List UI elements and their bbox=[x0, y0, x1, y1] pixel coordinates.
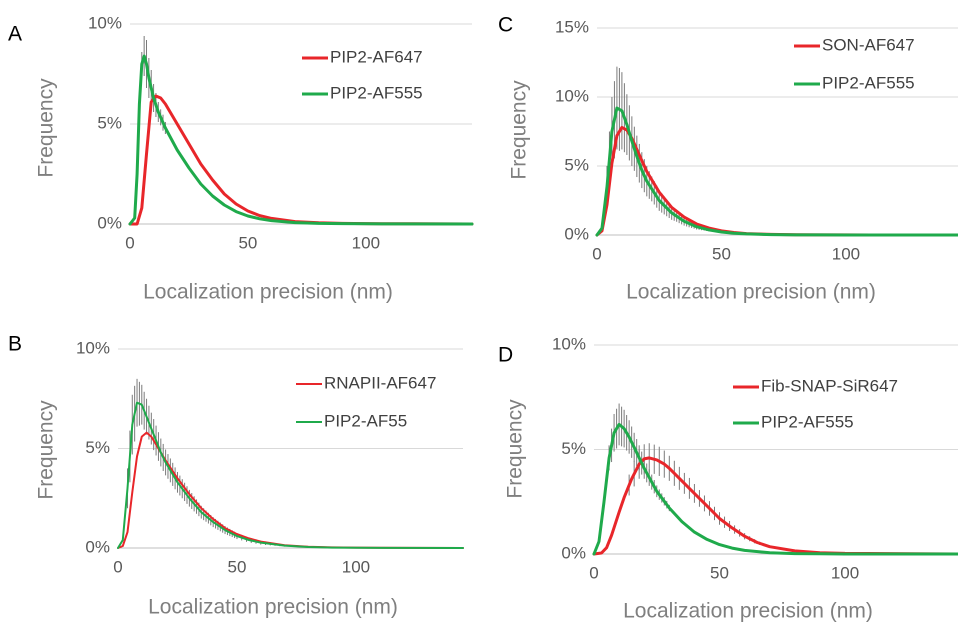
y-tick-label: 0% bbox=[97, 213, 122, 232]
panel-letter: B bbox=[8, 333, 22, 356]
chart-panel: C 0% 5% 10% 15% 0 50 100 Localization precision … bbox=[498, 14, 958, 304]
y-tick-label: 5% bbox=[564, 155, 589, 174]
series-line bbox=[592, 422, 958, 556]
y-tick-label: 5% bbox=[561, 439, 586, 458]
chart-panel: D 0% 5% 10% 0 50 100 Localization precision (nm… bbox=[498, 334, 958, 623]
y-tick-label: 15% bbox=[555, 17, 589, 36]
x-tick-label: 0 bbox=[589, 563, 598, 582]
x-axis-title: Localization precision (nm) bbox=[626, 281, 876, 304]
panel-letter: D bbox=[498, 344, 513, 367]
series-line bbox=[117, 401, 464, 549]
y-tick-label: 0% bbox=[564, 224, 589, 243]
legend-entry: Fib-SNAP-SiR647 bbox=[761, 376, 898, 395]
y-tick-label: 10% bbox=[555, 86, 589, 105]
series-line bbox=[117, 431, 464, 549]
series-line bbox=[592, 456, 958, 556]
y-axis-title: Frequency bbox=[508, 80, 531, 180]
y-axis-title: Frequency bbox=[504, 399, 527, 499]
y-tick-label: 5% bbox=[85, 438, 110, 457]
x-axis-title: Localization precision (nm) bbox=[143, 281, 393, 304]
x-tick-label: 0 bbox=[125, 233, 134, 252]
legend-entry: PIP2-AF55 bbox=[324, 411, 407, 430]
y-axis-title: Frequency bbox=[35, 400, 58, 500]
chart-panel: B 0% 5% 10% 0 50 100 Localization precision (nm… bbox=[8, 333, 464, 619]
panel-letter: C bbox=[498, 14, 513, 37]
x-axis-title: Localization precision (nm) bbox=[623, 600, 873, 623]
panel-letter: A bbox=[8, 23, 22, 46]
y-tick-label: 0% bbox=[561, 543, 586, 562]
x-tick-label: 50 bbox=[710, 563, 729, 582]
legend-entry: SON-AF647 bbox=[822, 35, 915, 54]
series-line bbox=[595, 106, 958, 237]
x-tick-label: 50 bbox=[712, 244, 731, 263]
legend-entry: RNAPII-AF647 bbox=[324, 373, 436, 392]
legend-entry: PIP2-AF555 bbox=[330, 83, 423, 102]
x-tick-label: 0 bbox=[592, 244, 601, 263]
x-tick-label: 50 bbox=[228, 557, 247, 576]
x-tick-label: 100 bbox=[352, 233, 380, 252]
y-axis-title: Frequency bbox=[35, 78, 58, 178]
x-tick-label: 50 bbox=[238, 233, 257, 252]
y-tick-label: 0% bbox=[85, 537, 110, 556]
legend-entry: PIP2-AF555 bbox=[822, 73, 915, 92]
y-tick-label: 10% bbox=[552, 334, 586, 353]
x-tick-label: 100 bbox=[832, 244, 860, 263]
y-tick-label: 10% bbox=[76, 338, 110, 357]
x-axis-title: Localization precision (nm) bbox=[148, 596, 398, 619]
x-tick-label: 100 bbox=[831, 563, 859, 582]
y-tick-label: 5% bbox=[97, 113, 122, 132]
series-line bbox=[128, 94, 474, 226]
legend-entry: PIP2-AF555 bbox=[761, 412, 854, 431]
x-tick-label: 100 bbox=[342, 557, 370, 576]
legend-entry: PIP2-AF647 bbox=[330, 47, 423, 66]
y-tick-label: 10% bbox=[88, 13, 122, 32]
x-tick-label: 0 bbox=[113, 557, 122, 576]
series-line bbox=[595, 125, 958, 237]
chart-panel: A 0% 5% 10% 0 50 100 Localization precision (nm… bbox=[8, 13, 474, 304]
series-line bbox=[128, 54, 474, 226]
